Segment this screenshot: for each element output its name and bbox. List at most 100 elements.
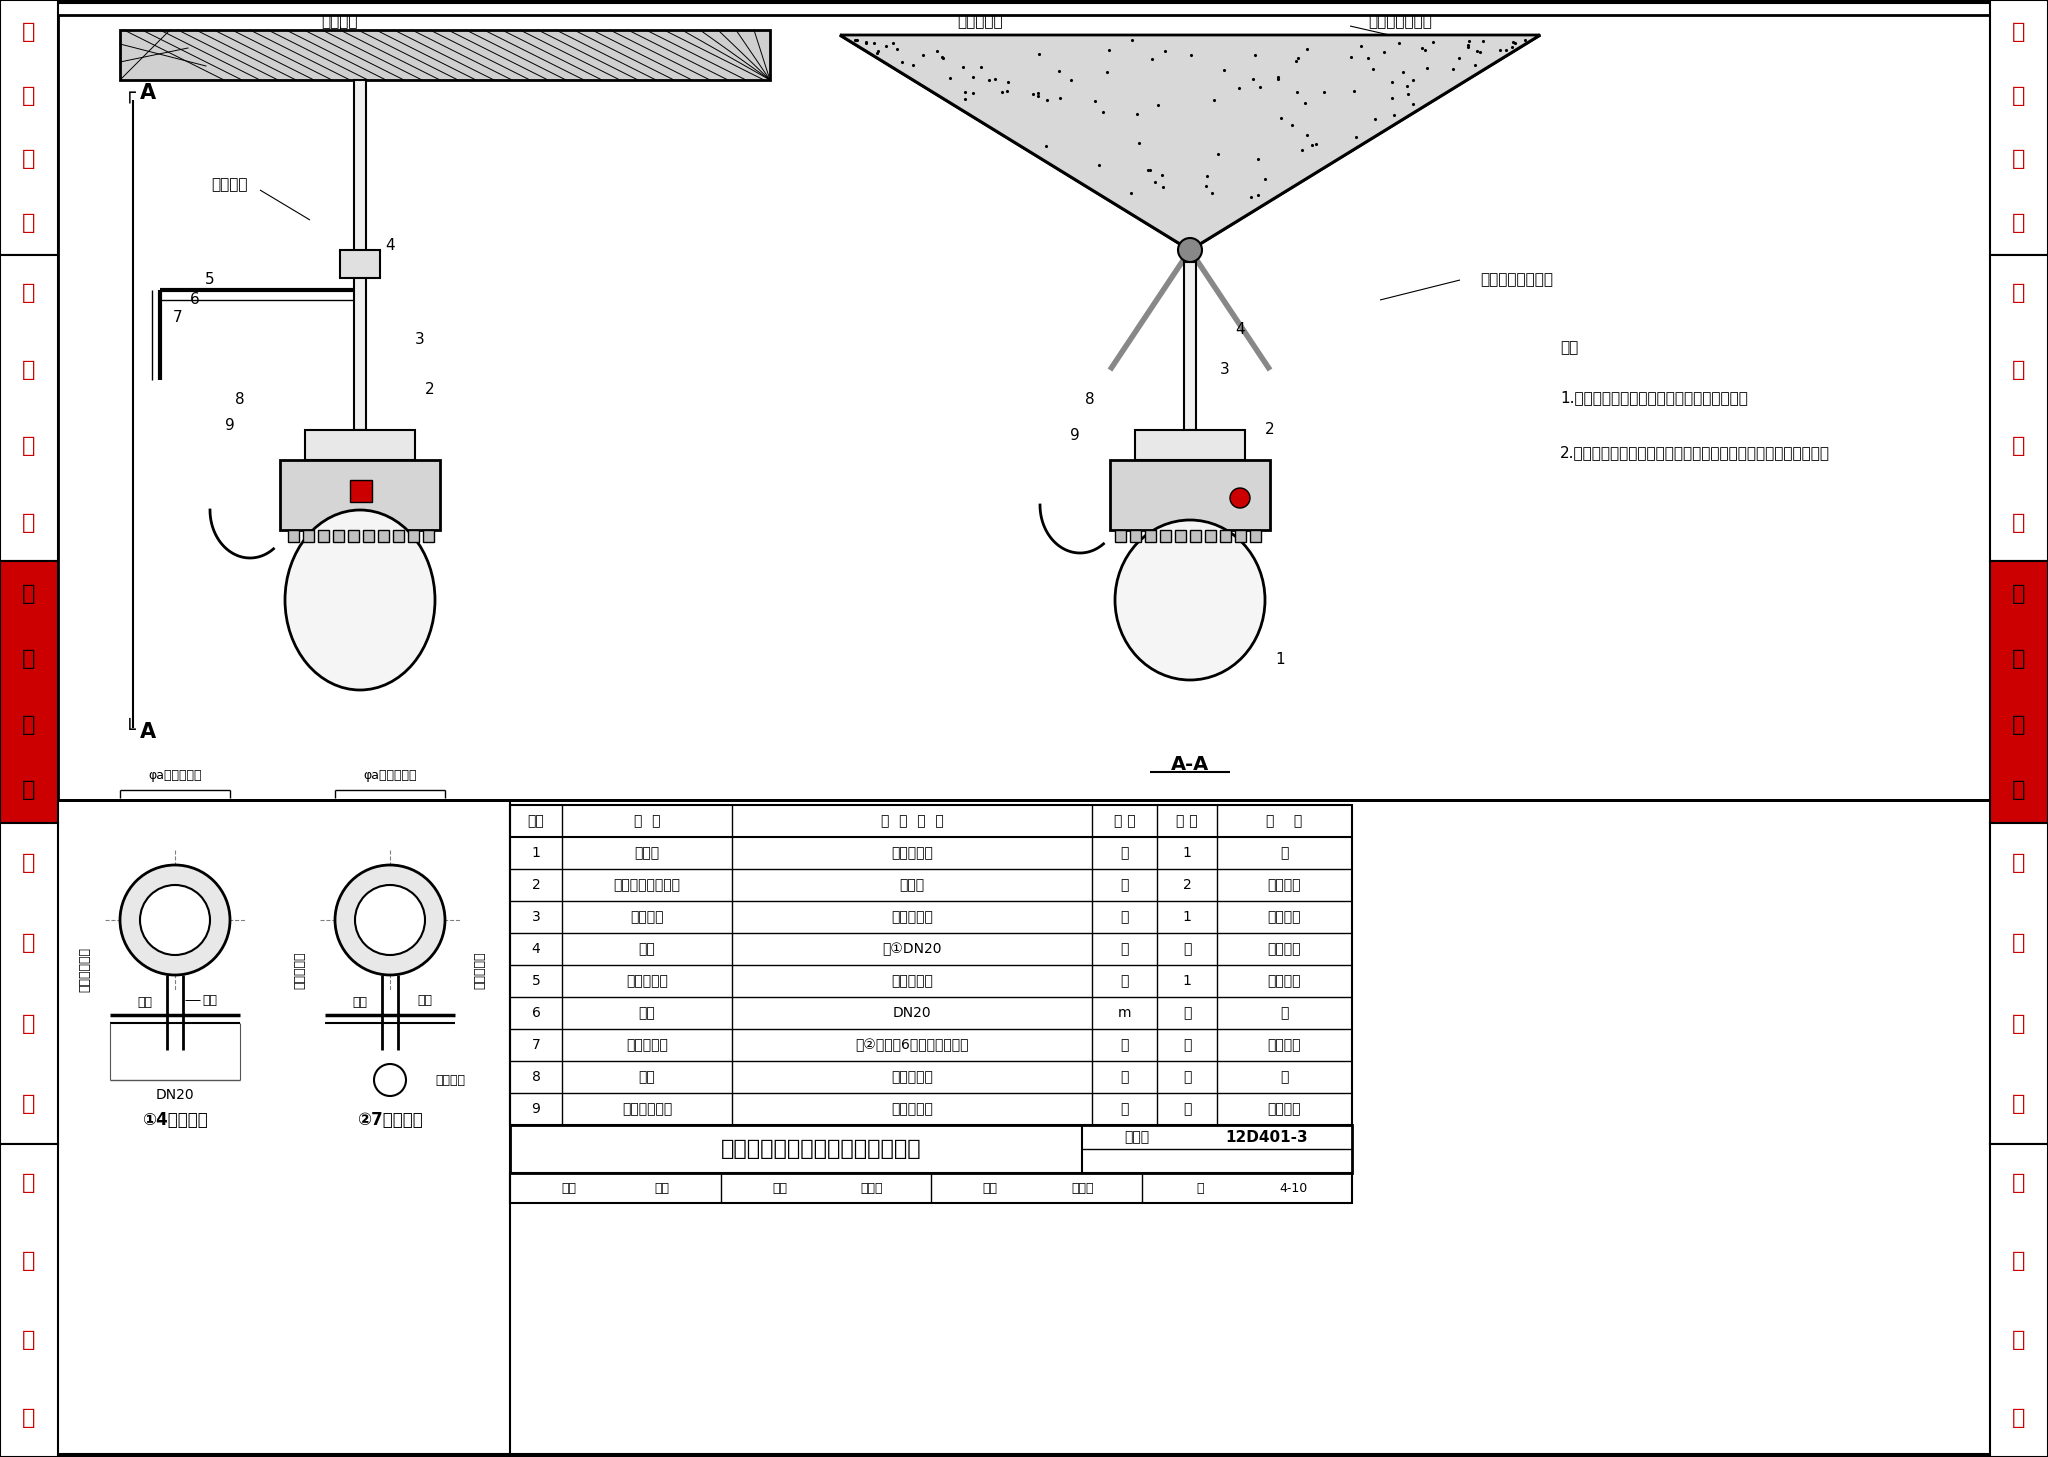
Bar — [57, 15, 1991, 800]
Circle shape — [1178, 237, 1202, 262]
Bar — [0, 561, 57, 823]
Text: 8: 8 — [1085, 392, 1096, 408]
Bar — [1991, 255, 2048, 561]
Text: 编号: 编号 — [528, 814, 545, 828]
Text: 料: 料 — [2013, 1407, 2025, 1428]
Text: 备: 备 — [23, 513, 35, 533]
Bar — [305, 430, 416, 460]
Text: －: － — [1280, 1069, 1288, 1084]
Text: 见工程设计: 见工程设计 — [891, 1069, 934, 1084]
Bar — [510, 1125, 1352, 1173]
Text: 资: 资 — [23, 1330, 35, 1349]
Text: 抱卡固定: 抱卡固定 — [211, 178, 248, 192]
Text: 密: 密 — [2013, 150, 2025, 169]
Text: 9: 9 — [1071, 427, 1079, 443]
Text: 1: 1 — [532, 847, 541, 860]
Bar — [510, 1173, 1352, 1203]
Text: －: － — [1280, 1005, 1288, 1020]
Circle shape — [121, 865, 229, 975]
Bar — [348, 530, 358, 542]
Text: m: m — [1118, 1005, 1130, 1020]
Bar — [510, 806, 1352, 1125]
Text: 电缆密封接头: 电缆密封接头 — [623, 1101, 672, 1116]
Text: 见工程设计: 见工程设计 — [473, 951, 487, 989]
Bar — [281, 460, 440, 530]
Text: ②7号零件图: ②7号零件图 — [356, 1112, 422, 1129]
Text: 设: 设 — [23, 436, 35, 456]
Bar — [1204, 530, 1217, 542]
Text: 灯: 灯 — [23, 715, 35, 734]
Bar — [0, 255, 57, 561]
Text: －: － — [1280, 847, 1288, 860]
Text: 灯具配套: 灯具配套 — [1268, 911, 1300, 924]
Text: DN20: DN20 — [893, 1005, 932, 1020]
Text: 6: 6 — [190, 293, 201, 307]
Bar — [121, 31, 770, 80]
Text: 隔: 隔 — [23, 22, 35, 42]
Text: 个: 个 — [1120, 911, 1128, 924]
Bar — [0, 0, 57, 255]
Text: 设: 设 — [23, 1014, 35, 1033]
Text: 动: 动 — [23, 283, 35, 303]
Text: 照: 照 — [23, 584, 35, 603]
Text: 备: 备 — [2013, 513, 2025, 533]
Text: 市售成品: 市售成品 — [1268, 1037, 1300, 1052]
Circle shape — [375, 1064, 406, 1096]
Bar — [1235, 530, 1245, 542]
Text: 封: 封 — [23, 213, 35, 233]
Text: 术: 术 — [2013, 1252, 2025, 1271]
Text: －: － — [1184, 943, 1192, 956]
Text: 审核: 审核 — [561, 1182, 575, 1195]
Bar — [1991, 561, 2048, 823]
Text: 土建附加通长圆钢: 土建附加通长圆钢 — [1481, 272, 1552, 287]
Text: 灯: 灯 — [2013, 715, 2025, 734]
Circle shape — [336, 865, 444, 975]
Text: 台: 台 — [1120, 847, 1128, 860]
Text: 土建场浇灌: 土建场浇灌 — [956, 15, 1004, 29]
Text: 备    注: 备 注 — [1266, 814, 1303, 828]
Text: 力: 力 — [2013, 360, 2025, 380]
Bar — [354, 80, 367, 430]
Bar — [379, 530, 389, 542]
Text: 根: 根 — [1120, 943, 1128, 956]
Text: 校对: 校对 — [772, 1182, 786, 1195]
Text: 不锈钢: 不锈钢 — [899, 879, 924, 892]
Text: －: － — [1184, 1069, 1192, 1084]
Bar — [0, 1144, 57, 1457]
Text: ┌: ┌ — [125, 86, 135, 105]
Text: 9: 9 — [532, 1101, 541, 1116]
Text: 1: 1 — [1182, 911, 1192, 924]
Text: 套: 套 — [1120, 879, 1128, 892]
Text: φa工程设计定: φa工程设计定 — [362, 768, 416, 781]
Text: 个: 个 — [1120, 973, 1128, 988]
Bar — [1221, 530, 1231, 542]
Text: 1: 1 — [1276, 653, 1284, 667]
Text: 根: 根 — [1120, 1069, 1128, 1084]
Circle shape — [1231, 488, 1249, 508]
Text: 防爆灯吊杆式安装（折板屋面下）: 防爆灯吊杆式安装（折板屋面下） — [721, 1139, 922, 1158]
Text: ①4号零件图: ①4号零件图 — [141, 1112, 209, 1129]
Bar — [1991, 1144, 2048, 1457]
Bar — [1159, 530, 1171, 542]
Text: 灯具配套: 灯具配套 — [1268, 1101, 1300, 1116]
Bar — [424, 530, 434, 542]
Text: 动: 动 — [2013, 283, 2025, 303]
Bar — [1145, 530, 1155, 542]
Text: 明: 明 — [23, 650, 35, 669]
Polygon shape — [840, 35, 1540, 251]
Text: 型  号  规  格: 型 号 规 格 — [881, 814, 944, 828]
Text: 2: 2 — [1266, 423, 1274, 437]
Text: 封: 封 — [2013, 213, 2025, 233]
Text: 4: 4 — [385, 237, 395, 252]
Text: 个: 个 — [1120, 1101, 1128, 1116]
Text: 名  称: 名 称 — [633, 814, 659, 828]
Text: 设: 设 — [2013, 1014, 2025, 1033]
Text: 市售成品: 市售成品 — [1268, 973, 1300, 988]
Text: 设计: 设计 — [983, 1182, 997, 1195]
Text: 见工程设计: 见工程设计 — [891, 973, 934, 988]
Bar — [1176, 530, 1186, 542]
Text: 4: 4 — [1235, 322, 1245, 338]
Text: 现场制作: 现场制作 — [1268, 943, 1300, 956]
Text: 电: 电 — [2013, 934, 2025, 953]
Text: 市售成品: 市售成品 — [1268, 879, 1300, 892]
